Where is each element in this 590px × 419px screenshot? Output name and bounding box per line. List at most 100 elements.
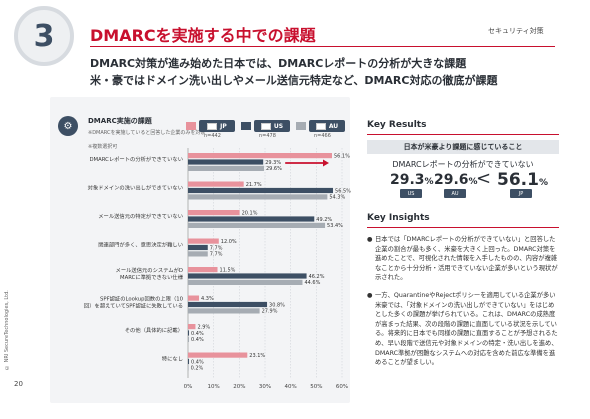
data-label: 0.4% bbox=[191, 337, 204, 343]
x-tick-label: 30% bbox=[259, 384, 271, 390]
legend-n-au: n=466 bbox=[314, 133, 331, 139]
category-label-line: メール送信元のシステムがD bbox=[116, 266, 183, 274]
data-label: 20.1% bbox=[242, 210, 258, 216]
stat-au: 29.6% bbox=[434, 172, 478, 188]
bar-au bbox=[188, 365, 189, 371]
data-label: 46.2% bbox=[309, 274, 325, 280]
stat-jp-value: 56.1 bbox=[497, 170, 539, 190]
bar-au bbox=[188, 308, 260, 314]
insight-text-1: 日本では「DMARCレポートの分析ができていない」と回答した企業の割合が最も多く… bbox=[375, 236, 558, 282]
bar-jp bbox=[188, 324, 196, 330]
x-tick-label: 50% bbox=[310, 384, 322, 390]
data-label: 56.1% bbox=[334, 153, 350, 159]
bar-jp bbox=[188, 181, 244, 187]
legend-swatch-us bbox=[241, 122, 251, 130]
category-label-line: MARCに準拠できない仕様 bbox=[120, 273, 184, 281]
x-tick-label: 10% bbox=[208, 384, 220, 390]
legend-label-us: US bbox=[273, 122, 284, 130]
category-label-line: 回）を超えていてSPF認証に失敗している bbox=[84, 302, 183, 310]
bar-us bbox=[188, 216, 315, 222]
legend-flag-us: US bbox=[254, 120, 290, 132]
stat-flag-au: AU bbox=[444, 189, 466, 198]
data-label: 0.2% bbox=[191, 366, 204, 372]
stat-us-unit: % bbox=[424, 177, 434, 187]
data-label: 11.5% bbox=[220, 267, 236, 273]
stat-au-unit: % bbox=[468, 177, 478, 187]
key-insights-heading: Key Insights bbox=[367, 213, 430, 223]
page-number: 20 bbox=[14, 380, 23, 388]
stat-flag-jp: JP bbox=[510, 189, 532, 198]
x-tick-label: 0% bbox=[184, 384, 193, 390]
bar-au bbox=[188, 251, 208, 257]
data-label: 29.6% bbox=[266, 166, 282, 172]
data-label: 27.9% bbox=[262, 309, 278, 315]
legend-label-au: AU bbox=[328, 122, 339, 130]
insight-bullet-2: ● 一方、QuarantineやRejectポリシーを適用している企業が多い米豪で… bbox=[367, 291, 559, 368]
bullet-dot-icon: ● bbox=[367, 236, 373, 243]
bar-us bbox=[188, 273, 307, 279]
key-results-banner: 日本が米豪より課題に感じていること bbox=[367, 140, 559, 154]
data-label: 7.7% bbox=[210, 245, 223, 251]
bar-us bbox=[188, 330, 190, 336]
bar-au bbox=[188, 222, 326, 228]
category-label: 特になし bbox=[162, 355, 183, 363]
bar-jp bbox=[188, 238, 219, 244]
category-label: 関連部門が多く、意思決定が難しい bbox=[98, 241, 183, 249]
title-divider bbox=[90, 46, 555, 47]
bar-jp bbox=[188, 295, 200, 301]
category-label: メール送信元の特定ができていない bbox=[98, 212, 183, 220]
data-label: 2.9% bbox=[197, 324, 210, 330]
category-label: SPF認証のLookup回数の上限（10 回）を超えていてSPF認証に失敗している bbox=[84, 295, 184, 310]
section-number-badge: 3 bbox=[14, 6, 74, 66]
insight-text-2: 一方、QuarantineやRejectポリシーを適用している企業が多い米豪では… bbox=[375, 292, 558, 367]
legend-us: US bbox=[241, 120, 290, 132]
bar-jp bbox=[188, 210, 240, 216]
data-label: 56.5% bbox=[335, 188, 351, 194]
section-number: 3 bbox=[33, 18, 55, 54]
bar-jp bbox=[188, 267, 218, 273]
us-flag-icon bbox=[260, 122, 271, 130]
bar-jp bbox=[188, 352, 248, 358]
chart-note-target: ※DMARCを実施していると回答した企業のみを対象 bbox=[88, 130, 206, 136]
stat-us-value: 29.3 bbox=[390, 172, 425, 188]
bar-au bbox=[188, 336, 190, 342]
jp-flag-icon bbox=[207, 122, 218, 130]
highlight-arrow-head bbox=[322, 159, 329, 167]
key-results-divider bbox=[367, 134, 559, 135]
data-label: 0.4% bbox=[191, 359, 204, 365]
stat-au-value: 29.6 bbox=[434, 172, 469, 188]
data-label: 44.6% bbox=[304, 280, 320, 286]
data-label: 4.3% bbox=[201, 296, 214, 302]
key-results-label: DMARCレポートの分析ができていない bbox=[392, 160, 534, 169]
stat-flag-us: US bbox=[400, 189, 422, 198]
bar-jp bbox=[188, 153, 332, 159]
data-label: 7.7% bbox=[210, 252, 223, 258]
legend-swatch-jp bbox=[186, 122, 196, 130]
bar-au bbox=[188, 194, 328, 200]
legend-au: AU bbox=[296, 120, 345, 132]
data-label: 29.3% bbox=[265, 160, 281, 166]
bar-us bbox=[188, 244, 208, 251]
data-label: 12.0% bbox=[221, 239, 237, 245]
page-title: DMARCを実施する中での課題 bbox=[90, 26, 316, 45]
data-label: 0.4% bbox=[191, 331, 204, 337]
bar-au bbox=[188, 165, 264, 171]
category-label: メール送信元のシステムがD MARCに準拠できない仕様 bbox=[116, 266, 184, 281]
insight-bullet-1: ● 日本では「DMARCレポートの分析ができていない」と回答した企業の割合が最も多… bbox=[367, 235, 559, 283]
bar-us bbox=[188, 187, 334, 194]
x-tick-label: 20% bbox=[233, 384, 245, 390]
category-label: DMARCレポートの分析ができていない bbox=[89, 155, 183, 163]
legend-n-jp: n=442 bbox=[204, 133, 221, 139]
category-label-line: SPF認証のLookup回数の上限（10 bbox=[100, 295, 184, 303]
legend-label-jp: JP bbox=[220, 122, 227, 130]
category-label: その他（具体的に記載） bbox=[125, 326, 183, 334]
bar-us bbox=[188, 159, 264, 165]
data-label: 53.4% bbox=[327, 223, 343, 229]
key-results-heading: Key Results bbox=[367, 120, 427, 130]
legend-jp: JP bbox=[186, 120, 235, 132]
key-insights-divider bbox=[367, 227, 559, 228]
data-label: 21.7% bbox=[246, 182, 262, 188]
legend-swatch-au bbox=[296, 122, 306, 130]
